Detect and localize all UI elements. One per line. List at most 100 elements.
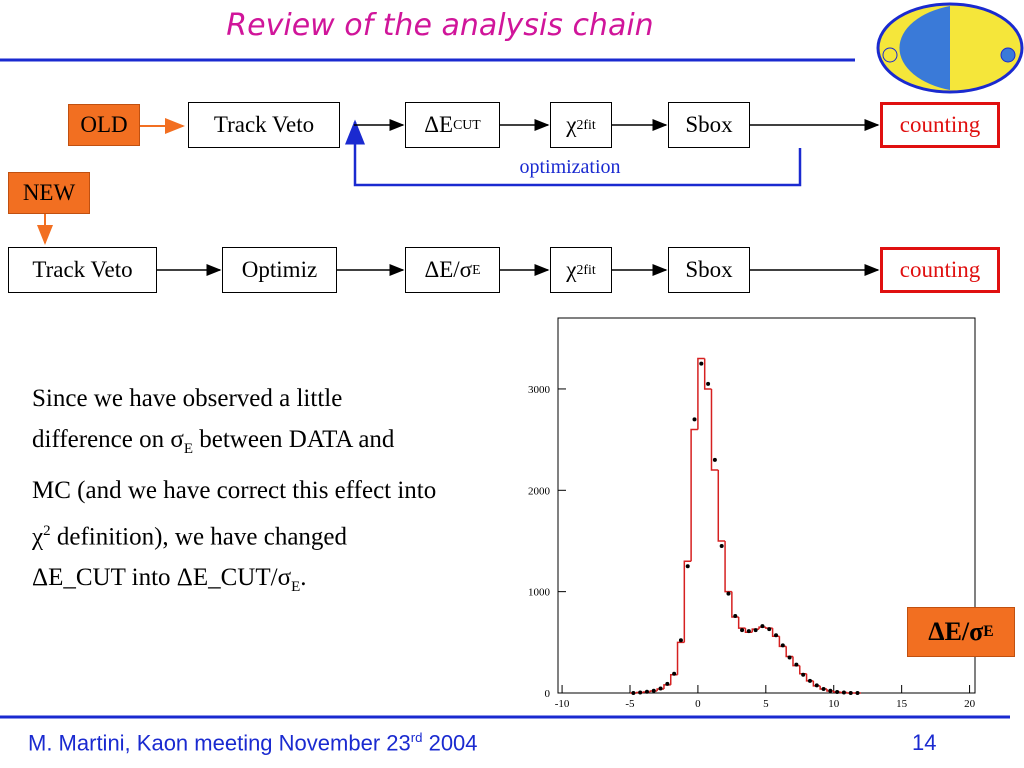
histogram-step: [690, 428, 698, 562]
text-sup: 2: [576, 117, 584, 132]
x-tick-label: 10: [828, 698, 840, 710]
text-text: Track Veto: [213, 112, 315, 137]
text-text: ΔE: [424, 112, 454, 137]
text-sub: E: [983, 623, 994, 640]
text-sub: fit: [583, 117, 596, 132]
data-point: [685, 564, 690, 569]
data-point: [740, 628, 745, 633]
data-point: [665, 681, 670, 686]
y-tick-label: 2000: [528, 485, 551, 497]
data-point: [712, 457, 717, 462]
data-point: [767, 627, 772, 632]
histogram-step: [710, 388, 719, 471]
data-point: [848, 691, 853, 695]
y-tick-label: 0: [545, 688, 551, 700]
text-text: counting: [899, 257, 981, 282]
loop-arrow: [345, 119, 802, 187]
data-point: [774, 633, 779, 638]
data-point: [658, 686, 663, 691]
flow-box: Optimiz: [222, 247, 337, 293]
histogram-step: [676, 641, 685, 675]
data-point: [855, 691, 860, 695]
data-point: [733, 613, 738, 618]
data-point: [651, 688, 656, 693]
histogram-step: [799, 665, 807, 675]
text-text: ΔE/σ: [928, 617, 984, 646]
flow-box: Track Veto: [188, 102, 340, 148]
histogram-step: [731, 591, 739, 618]
histogram-step: [737, 616, 746, 629]
flow-box: counting: [880, 102, 1000, 148]
text-text: counting: [899, 112, 981, 137]
data-point: [678, 638, 683, 643]
text-sup: 2: [576, 262, 584, 277]
data-point: [631, 691, 636, 695]
data-point: [794, 662, 799, 667]
flow-box: ΔE/σ E: [405, 247, 500, 293]
data-point: [814, 683, 819, 688]
data-point: [821, 686, 826, 691]
histogram-step: [697, 357, 705, 430]
text-sub: E: [472, 262, 481, 277]
text-text: 2004: [422, 730, 478, 756]
x-tick-label: 0: [695, 698, 701, 710]
data-point: [780, 643, 785, 648]
x-tick-label: 20: [964, 698, 976, 710]
data-point: [719, 544, 724, 549]
flow-box: Sbox: [668, 247, 750, 293]
data-point: [841, 690, 846, 695]
body-text: Since we have observed a little differen…: [32, 378, 437, 608]
x-tick-label: 5: [763, 698, 769, 710]
text-sub: fit: [583, 262, 596, 277]
plot-label: ΔE/σ E: [907, 607, 1015, 657]
histogram-step: [703, 358, 712, 390]
data-point: [760, 624, 765, 629]
flow-box: χ 2 fit: [550, 102, 612, 148]
data-point: [644, 689, 649, 694]
x-tick-label: 15: [896, 698, 908, 710]
histogram-step: [683, 560, 692, 643]
footer-author: M. Martini, Kaon meeting November 23rd 2…: [28, 730, 478, 756]
data-point: [638, 690, 643, 695]
loop-label: optimization: [519, 156, 621, 178]
histogram-step: [669, 674, 678, 685]
data-point: [753, 628, 758, 633]
histogram-step: [785, 646, 793, 658]
data-point: [828, 688, 833, 693]
histogram-step: [724, 540, 732, 593]
text-text: Since we have observed a little differen…: [32, 385, 343, 453]
text-text: Optimiz: [241, 257, 318, 282]
data-point: [706, 381, 711, 386]
text-text: Sbox: [685, 112, 733, 137]
data-point: [787, 655, 792, 660]
new-label: NEW: [8, 172, 90, 214]
text-sub: E: [291, 579, 301, 596]
text-text: between DATA and MC (and we have correct…: [32, 426, 437, 551]
data-point: [807, 678, 812, 683]
page-number: 14: [912, 730, 937, 755]
data-point: [835, 689, 840, 694]
x-tick-label: -5: [625, 698, 635, 710]
data-point: [726, 591, 731, 596]
text-text: χ: [566, 257, 577, 282]
y-tick-label: 3000: [528, 384, 551, 396]
data-point: [692, 417, 697, 422]
plot-frame: [557, 317, 976, 694]
data-point: [801, 672, 806, 677]
text-text: ΔE/σ: [424, 257, 473, 282]
text-text: .: [300, 564, 307, 592]
text-text: Track Veto: [32, 257, 133, 282]
x-tick-label: -10: [555, 698, 570, 710]
text-sub: CUT: [453, 117, 481, 132]
text-text: Sbox: [685, 257, 733, 282]
text-sup: rd: [410, 730, 423, 745]
data-point: [699, 361, 704, 366]
text-sub: E: [183, 441, 194, 457]
flow-box: ΔE CUT: [405, 102, 500, 148]
flow-box: χ 2 fit: [550, 247, 612, 293]
data-point: [672, 671, 677, 676]
logo: [876, 2, 1024, 94]
text-sup: 2: [43, 523, 51, 539]
